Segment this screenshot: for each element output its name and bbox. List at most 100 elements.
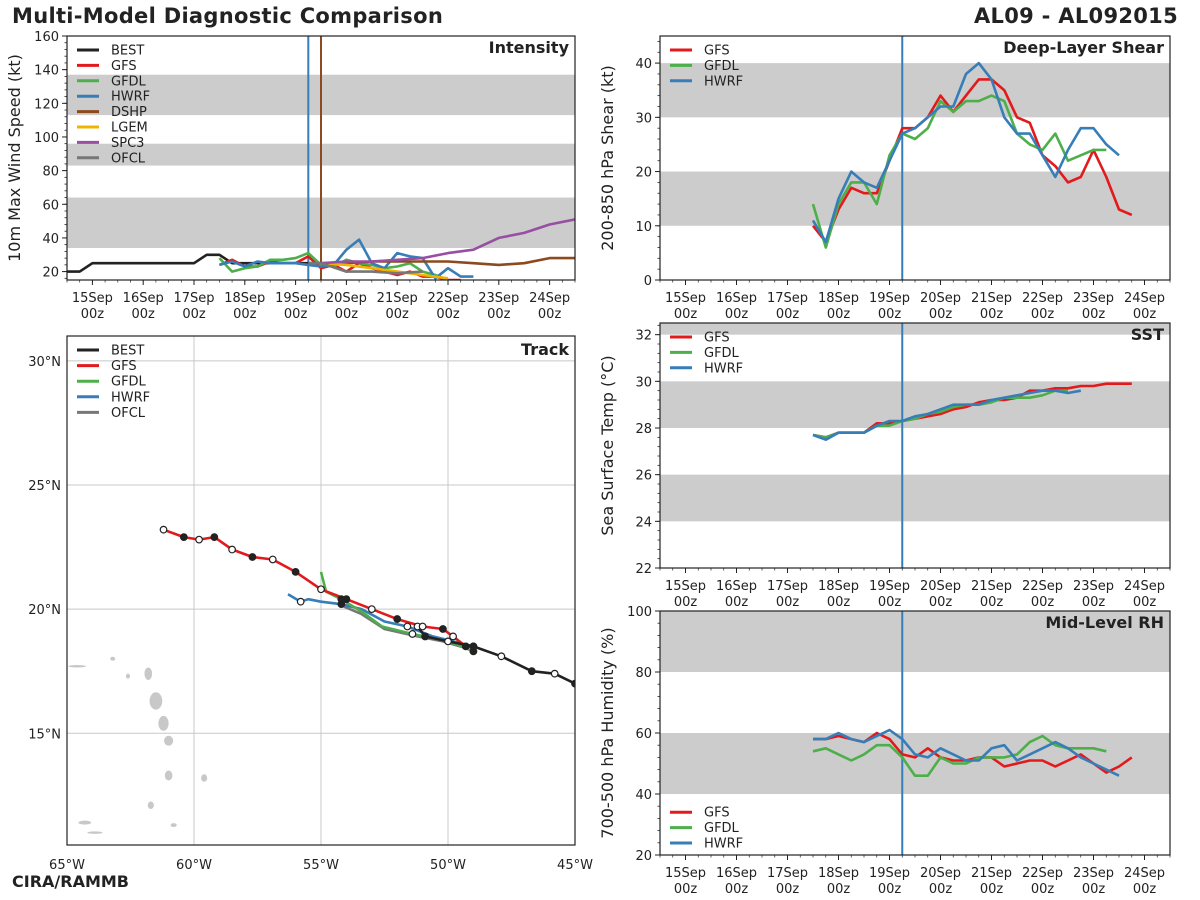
- rh-legend-gfdl: GFDL: [704, 821, 740, 836]
- track-marker: [418, 622, 427, 631]
- island-landmass: [164, 735, 174, 746]
- intensity-xtick-label: 20Sep 00z: [326, 291, 367, 322]
- rh-ytick-label: 40: [635, 788, 652, 803]
- rh-ytick-label: 100: [627, 605, 652, 620]
- intensity-xtick-label: 22Sep 00z: [427, 291, 468, 322]
- intensity-ytick-label: 140: [34, 64, 59, 79]
- sst-ytick-label: 30: [635, 375, 652, 390]
- sst-ytick-label: 24: [635, 515, 652, 530]
- sst-title: SST: [1131, 325, 1164, 344]
- shear-band-0: [660, 171, 1170, 226]
- intensity-series-ofcl: [308, 261, 423, 275]
- track-marker: [527, 667, 536, 676]
- track-legend-gfdl: GFDL: [111, 375, 147, 390]
- shear-xtick-label: 24Sep 00z: [1124, 291, 1165, 322]
- shear-xtick-label: 15Sep 00z: [665, 291, 706, 322]
- intensity-ytick-label: 120: [34, 97, 59, 112]
- footer-credit: CIRA/RAMMB: [12, 872, 129, 891]
- track-marker: [159, 525, 168, 534]
- track-marker: [571, 679, 575, 688]
- shear-series-gfs: [811, 78, 1133, 244]
- track-lat-label: 15°N: [28, 727, 61, 742]
- track-frame: [66, 335, 576, 846]
- intensity-ytick-label: 100: [34, 131, 59, 146]
- intensity-legend-gfs: GFS: [111, 59, 137, 74]
- shear-ytick-label: 40: [635, 57, 652, 72]
- intensity-series-spc3: [320, 218, 575, 265]
- sst-legend-gfs: GFS: [704, 331, 730, 346]
- track-legend-ofcl: OFCL: [111, 406, 146, 421]
- track-marker: [449, 632, 457, 641]
- track-marker: [248, 553, 257, 561]
- intensity-title: Intensity: [489, 38, 570, 57]
- shear-xtick-label: 23Sep 00z: [1073, 291, 1114, 322]
- track-marker: [228, 545, 237, 554]
- track-chart: 65°W 60°W 55°W 50°W 45°W 15°N 20°N 25°N 30°N Trac…: [28, 335, 593, 873]
- track-marker: [210, 533, 219, 542]
- rh-xtick-label: 17Sep 00z: [767, 866, 808, 897]
- island-landmass: [125, 673, 130, 679]
- shear-ytick-label: 10: [635, 220, 652, 235]
- track-marker: [461, 642, 470, 651]
- island-landmass: [170, 823, 177, 828]
- shear-xtick-label: 16Sep 00z: [716, 291, 757, 322]
- sst-chart: 22 24 26 28 30 32 15Sep 00z 16Sep 00z 17Sep 00z 18Se…: [598, 322, 1171, 610]
- intensity-xtick-label: 19Sep 00z: [275, 291, 316, 322]
- rh-xtick-label: 15Sep 00z: [665, 866, 706, 897]
- track-legend-best: BEST: [111, 344, 144, 359]
- rh-title: Mid-Level RH: [1045, 613, 1164, 632]
- island-landmass: [78, 820, 92, 825]
- track-marker: [195, 535, 203, 544]
- shear-xtick-label: 18Sep 00z: [818, 291, 859, 322]
- track-legend-hwrf: HWRF: [111, 390, 150, 405]
- track-legend-gfs: GFS: [111, 359, 137, 374]
- sst-xtick-label: 24Sep 00z: [1124, 579, 1165, 610]
- island-landmass: [144, 667, 153, 680]
- shear-ytick-label: 30: [635, 111, 652, 126]
- track-lon-label: 60°W: [176, 858, 212, 873]
- sst-legend-hwrf: HWRF: [704, 361, 743, 376]
- sst-xtick-label: 21Sep 00z: [971, 579, 1012, 610]
- shear-legend-gfs: GFS: [704, 44, 730, 59]
- sst-xtick-label: 15Sep 00z: [665, 579, 706, 610]
- rh-ytick-label: 60: [635, 727, 652, 742]
- shear-xtick-label: 20Sep 00z: [920, 291, 961, 322]
- intensity-legend-lgem: LGEM: [111, 121, 148, 136]
- sst-xtick-label: 20Sep 00z: [920, 579, 961, 610]
- rh-band-0: [660, 733, 1170, 794]
- shear-ylabel: 200-850 hPa Shear (kt): [598, 65, 617, 251]
- intensity-ytick-label: 40: [42, 232, 59, 247]
- page-title: Multi-Model Diagnostic Comparison: [12, 4, 444, 28]
- sst-xtick-label: 17Sep 00z: [767, 579, 808, 610]
- intensity-ytick-label: 60: [42, 198, 59, 213]
- sst-xtick-label: 19Sep 00z: [869, 579, 910, 610]
- shear-legend-gfdl: GFDL: [704, 59, 740, 74]
- rh-legend-hwrf: HWRF: [704, 837, 743, 852]
- shear-xtick-label: 21Sep 00z: [971, 291, 1012, 322]
- intensity-ytick-label: 160: [34, 30, 59, 45]
- shear-chart: 0 10 20 30 40 15Sep 00z 16Sep 00z 17Sep 00z 18Sep 00…: [598, 35, 1171, 322]
- intensity-series-hwrf: [219, 238, 474, 280]
- island-landmass: [87, 831, 103, 834]
- track-marker: [393, 615, 402, 623]
- intensity-ylabel: 10m Max Wind Speed (kt): [5, 54, 24, 262]
- track-marker: [317, 585, 325, 594]
- track-marker: [337, 600, 346, 609]
- rh-ytick-label: 20: [635, 849, 652, 864]
- intensity-xtick-label: 18Sep 00z: [224, 291, 265, 322]
- island-landmass: [68, 664, 87, 668]
- intensity-xtick-label: 16Sep 00z: [123, 291, 164, 322]
- intensity-xtick-label: 21Sep 00z: [377, 291, 418, 322]
- track-marker: [497, 652, 506, 661]
- track-marker: [550, 669, 559, 678]
- sst-xtick-label: 18Sep 00z: [818, 579, 859, 610]
- storm-id: AL09 - AL092015: [974, 4, 1178, 28]
- rh-xtick-label: 21Sep 00z: [971, 866, 1012, 897]
- shear-ytick-label: 20: [635, 166, 652, 181]
- track-lon-label: 50°W: [430, 858, 466, 873]
- track-marker: [179, 533, 188, 542]
- rh-series-hwrf: [813, 728, 1120, 777]
- shear-xtick-label: 19Sep 00z: [869, 291, 910, 322]
- shear-band-1: [660, 63, 1170, 118]
- intensity-legend-hwrf: HWRF: [111, 90, 150, 105]
